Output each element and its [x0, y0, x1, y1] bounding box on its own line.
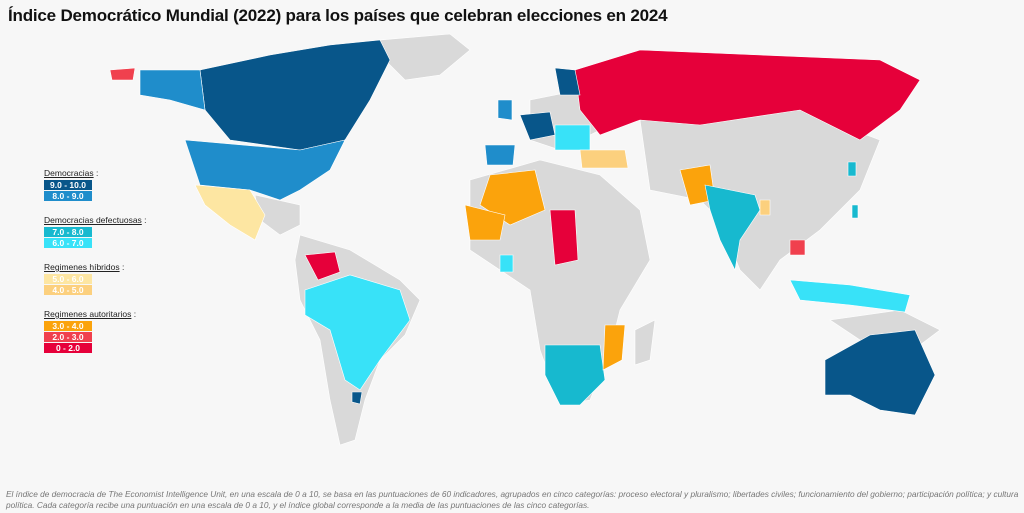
legend-item: 6.0 - 7.0 [44, 238, 92, 248]
country-bangladesh [759, 199, 771, 216]
countries [109, 39, 936, 416]
country-south-korea [851, 204, 859, 219]
footnote: El índice de democracia de The Economist… [6, 489, 1019, 510]
legend-item: 2.0 - 3.0 [44, 332, 92, 342]
country-algeria [479, 169, 546, 226]
legend-group-defectuosas: Democracias defectuosas : 7.0 - 8.0 6.0 … [44, 215, 147, 248]
country-southern-africa [544, 344, 606, 406]
legend-heading: Regimenes híbridos [44, 262, 120, 272]
country-iceland [109, 67, 136, 81]
country-mexico [194, 184, 266, 241]
country-finland [554, 67, 581, 96]
country-india [704, 184, 761, 271]
legend-group-democracias: Democracias : 9.0 - 10.0 8.0 - 9.0 [44, 168, 147, 201]
legend-item: 3.0 - 4.0 [44, 321, 92, 331]
country-spain [484, 144, 516, 166]
legend-item: 9.0 - 10.0 [44, 180, 92, 190]
legend: Democracias : 9.0 - 10.0 8.0 - 9.0 Democ… [44, 168, 147, 367]
legend-group-hibridos: Regimenes híbridos : 5.0 - 6.0 4.0 - 5.0 [44, 262, 147, 295]
country-venezuela [304, 251, 341, 281]
legend-item: 7.0 - 8.0 [44, 227, 92, 237]
country-taiwan [847, 161, 857, 177]
country-canada [199, 39, 391, 151]
country-ghana [499, 254, 514, 273]
legend-separator: : [133, 309, 137, 319]
country-usa [184, 139, 346, 201]
country-mali [464, 204, 506, 241]
legend-item: 4.0 - 5.0 [44, 285, 92, 295]
country-uk [497, 99, 513, 121]
country-indonesia [789, 279, 911, 313]
legend-heading: Democracias [44, 168, 94, 178]
world-map [109, 33, 941, 446]
country-chad [549, 209, 579, 266]
country-brazil [304, 274, 411, 391]
country-australia [824, 329, 936, 416]
country-turkey [579, 149, 629, 169]
legend-group-autoritarios: Regimenes autoritarios : 3.0 - 4.0 2.0 -… [44, 309, 147, 353]
legend-item: 0 - 2.0 [44, 343, 92, 353]
country-central-europe [554, 124, 591, 151]
country-alaska [139, 69, 206, 111]
legend-item: 5.0 - 6.0 [44, 274, 92, 284]
country-cambodia [789, 239, 806, 256]
country-russia [574, 49, 921, 141]
legend-heading: Regimenes autoritarios [44, 309, 132, 319]
legend-separator: : [121, 262, 125, 272]
country-mozambique [602, 324, 626, 371]
country-western-europe [519, 111, 556, 141]
legend-separator: : [144, 215, 147, 225]
country-uruguay [351, 391, 363, 405]
map-title: Índice Democrático Mundial (2022) para l… [8, 6, 668, 25]
legend-item: 8.0 - 9.0 [44, 191, 92, 201]
legend-separator: : [95, 168, 99, 178]
legend-heading: Democracias defectuosas [44, 215, 142, 225]
